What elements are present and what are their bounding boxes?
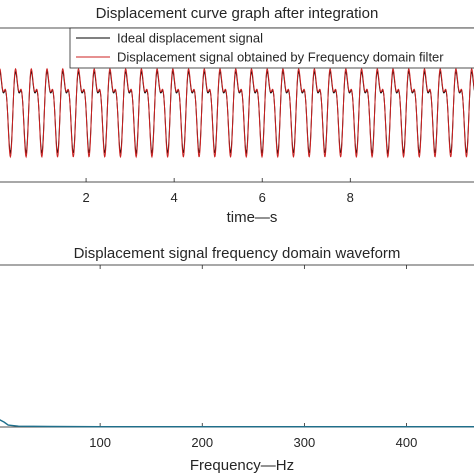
axes-frame (0, 264, 474, 428)
x-tick-label: 4 (171, 190, 178, 205)
x-tick-label: 400 (396, 435, 418, 450)
x-axis-label: time—s (227, 209, 278, 226)
x-tick-label: 2 (82, 190, 89, 205)
series-line-filtered (0, 67, 474, 159)
x-axis-ticks: 100 200 300 400 (89, 265, 417, 450)
x-tick-label: 6 (259, 190, 266, 205)
series-line-spectrum (0, 419, 474, 428)
plot-area (0, 264, 474, 428)
chart-displacement-curve: Displacement curve graph after integrati… (0, 5, 474, 226)
series-lines (0, 419, 474, 428)
x-tick-label: 8 (347, 190, 354, 205)
chart-title: Displacement curve graph after integrati… (96, 5, 379, 22)
x-tick-label: 300 (294, 435, 316, 450)
x-tick-label: 100 (89, 435, 111, 450)
legend: Ideal displacement signal Displacement s… (69, 27, 474, 69)
series-lines (0, 67, 474, 159)
x-axis-label: Frequency—Hz (190, 457, 294, 474)
legend-label-ideal: Ideal displacement signal (117, 31, 263, 46)
chart-title: Displacement signal frequency domain wav… (74, 245, 401, 262)
chart-frequency-domain: Displacement signal frequency domain wav… (0, 245, 474, 474)
legend-box (69, 27, 474, 69)
x-tick-label: 200 (191, 435, 213, 450)
legend-label-filter: Displacement signal obtained by Frequenc… (117, 50, 444, 65)
